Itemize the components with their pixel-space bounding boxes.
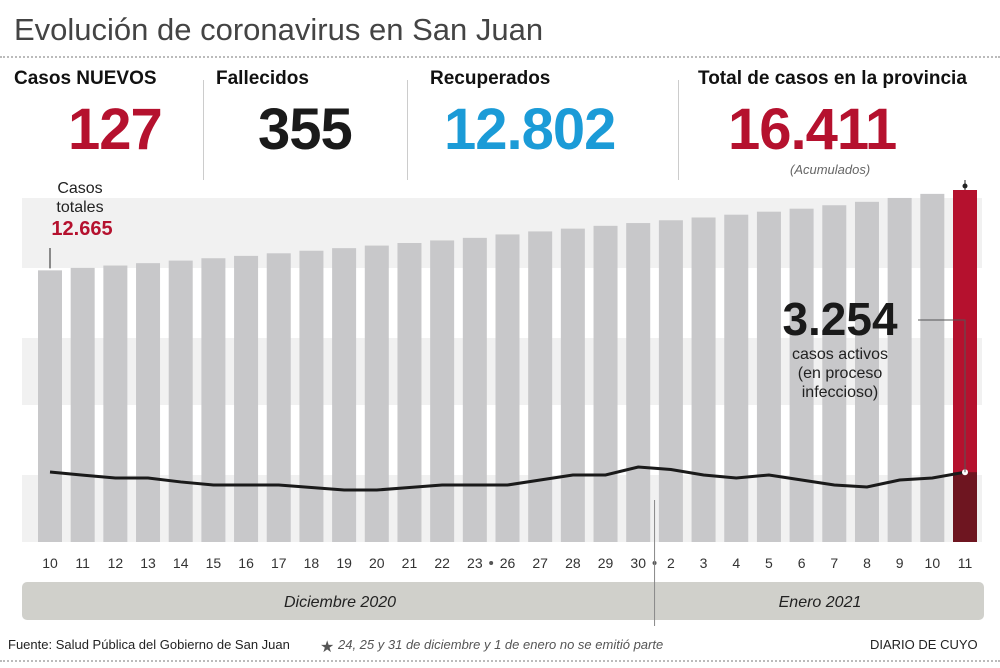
x-tick-label: 28 bbox=[565, 555, 581, 571]
stat-value-recovered: 12.802 bbox=[444, 97, 616, 162]
bar bbox=[103, 265, 128, 542]
month-band bbox=[22, 582, 984, 620]
bar bbox=[266, 253, 291, 542]
bar bbox=[789, 208, 814, 542]
stat-note-total: (Acumulados) bbox=[790, 162, 871, 177]
x-tick-label: 26 bbox=[500, 555, 516, 571]
x-tick-label: 29 bbox=[598, 555, 614, 571]
divider bbox=[203, 80, 204, 180]
x-tick-label: 22 bbox=[434, 555, 450, 571]
footer-brand: DIARIO DE CUYO bbox=[870, 637, 978, 652]
x-tick-label: 12 bbox=[108, 555, 124, 571]
divider bbox=[0, 660, 1000, 662]
annotation-label: Casos bbox=[57, 180, 103, 197]
stat-label-new: Casos NUEVOS bbox=[14, 68, 157, 89]
month-label: Enero 2021 bbox=[779, 594, 862, 611]
bar bbox=[691, 217, 716, 543]
x-tick-label: 16 bbox=[238, 555, 254, 571]
x-tick-label: 7 bbox=[830, 555, 838, 571]
page-title: Evolución de coronavirus en San Juan bbox=[14, 12, 544, 47]
bar bbox=[920, 193, 945, 543]
bar bbox=[136, 263, 161, 542]
x-tick-label: 5 bbox=[765, 555, 773, 571]
x-tick-label: 2 bbox=[667, 555, 675, 571]
x-tick-label: 18 bbox=[304, 555, 320, 571]
stat-label-total: Total de casos en la provincia bbox=[698, 68, 967, 89]
x-tick-label: 8 bbox=[863, 555, 871, 571]
divider bbox=[0, 56, 1000, 58]
x-tick-label: 19 bbox=[336, 555, 352, 571]
x-tick-label: 3 bbox=[700, 555, 708, 571]
active-leader-line bbox=[918, 319, 966, 473]
x-tick-label: 4 bbox=[732, 555, 740, 571]
bar bbox=[299, 250, 324, 542]
bar bbox=[332, 248, 357, 542]
bar bbox=[234, 255, 259, 542]
x-tick-label: 21 bbox=[402, 555, 418, 571]
bar bbox=[168, 260, 193, 542]
bar bbox=[38, 270, 62, 542]
x-tick-label: 6 bbox=[798, 555, 806, 571]
bar bbox=[201, 258, 226, 542]
annotation-label: totales bbox=[56, 199, 104, 216]
bar bbox=[70, 267, 95, 542]
bar bbox=[626, 223, 651, 542]
x-tick-label: 9 bbox=[896, 555, 904, 571]
active-cases-label: casos activos bbox=[791, 346, 889, 363]
stat-label-deaths: Fallecidos bbox=[216, 68, 309, 89]
month-label: Diciembre 2020 bbox=[284, 594, 396, 611]
x-tick-label: 15 bbox=[206, 555, 222, 571]
x-tick-label: 27 bbox=[532, 555, 548, 571]
bar bbox=[462, 237, 487, 542]
footer-source: Fuente: Salud Pública del Gobierno de Sa… bbox=[8, 637, 290, 652]
bar bbox=[495, 234, 520, 542]
stat-label-recovered: Recuperados bbox=[430, 68, 551, 89]
gap-marker bbox=[489, 561, 494, 565]
active-cases-bar bbox=[953, 472, 977, 542]
active-cases-value: 3.254 bbox=[782, 293, 898, 345]
x-tick-label: 11 bbox=[75, 555, 90, 571]
x-tick-label: 17 bbox=[271, 555, 287, 571]
active-cases-line bbox=[49, 465, 966, 492]
bar bbox=[364, 245, 389, 542]
x-tick-label: 20 bbox=[369, 555, 385, 571]
stat-value-new: 127 bbox=[68, 97, 163, 162]
x-tick-label: 13 bbox=[140, 555, 156, 571]
x-tick-label: 11 bbox=[958, 555, 973, 571]
bar bbox=[397, 243, 422, 542]
total-leader-dot bbox=[962, 183, 968, 189]
divider bbox=[678, 80, 679, 180]
stat-value-deaths: 355 bbox=[258, 97, 353, 162]
bar bbox=[724, 214, 749, 542]
x-tick-label: 10 bbox=[42, 555, 58, 571]
active-cases-label: infeccioso) bbox=[801, 384, 879, 401]
bar bbox=[560, 228, 585, 542]
x-tick-label: 10 bbox=[925, 555, 941, 571]
active-cases-label: (en proceso bbox=[797, 365, 883, 382]
x-tick-label: 23 bbox=[467, 555, 483, 571]
bar bbox=[658, 220, 683, 542]
divider bbox=[407, 80, 408, 180]
bar bbox=[756, 211, 781, 542]
star-icon: ★ bbox=[320, 639, 335, 656]
bar bbox=[528, 231, 553, 542]
footer-note: 24, 25 y 31 de diciembre y 1 de enero no… bbox=[338, 637, 664, 652]
x-tick-label: 14 bbox=[173, 555, 189, 571]
bar bbox=[593, 225, 618, 543]
annotation-first-value: 12.665 bbox=[51, 218, 113, 240]
bar bbox=[430, 240, 455, 542]
bar bbox=[887, 197, 912, 543]
x-tick-label: 30 bbox=[630, 555, 646, 571]
stat-value-total: 16.411 bbox=[728, 97, 897, 162]
